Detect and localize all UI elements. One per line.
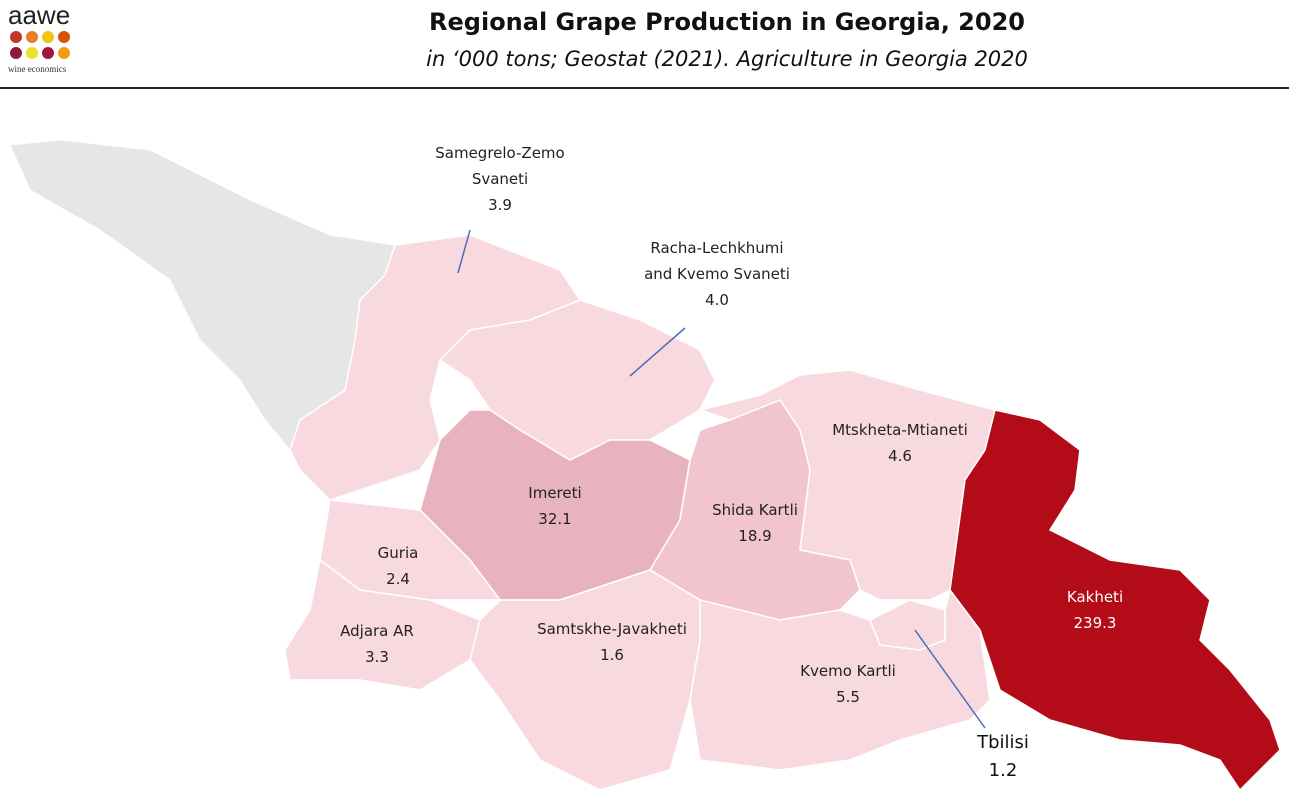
region-name: Tbilisi — [976, 732, 1029, 753]
value-label: 1.2 — [989, 760, 1018, 781]
region-name: Kakheti — [1067, 588, 1123, 606]
chart-title: Regional Grape Production in Georgia, 20… — [429, 8, 1025, 36]
logo-dot — [42, 47, 54, 59]
logo: aawe wine economics — [8, 0, 70, 74]
value-label: 32.1 — [538, 510, 571, 528]
logo-tagline: wine economics — [8, 64, 67, 74]
value-label: 5.5 — [836, 688, 860, 706]
leader-line — [629, 327, 686, 377]
logo-dot — [26, 47, 38, 59]
logo-dot — [42, 31, 54, 43]
logo-dot — [10, 31, 22, 43]
labels: Samegrelo-Zemo Svaneti 3.9 Racha-Lechkhumi a… — [340, 144, 1123, 781]
region-name: Shida Kartli — [712, 501, 798, 519]
value-label: 1.6 — [600, 646, 624, 664]
region-name: Samegrelo-Zemo Svaneti — [435, 144, 564, 188]
region — [869, 599, 946, 651]
region-name: Kvemo Kartli — [800, 662, 896, 680]
value-label: 4.0 — [705, 291, 729, 309]
region — [284, 558, 481, 691]
logo-dot — [58, 47, 70, 59]
logo-dot — [10, 47, 22, 59]
leader-line — [457, 229, 471, 274]
chart-subtitle: in ‘000 tons; Geostat (2021). Agricultur… — [426, 47, 1028, 71]
logo-name: aawe — [8, 0, 70, 30]
regions — [284, 234, 1281, 792]
region-name: Imereti — [528, 484, 581, 502]
logo-dot — [58, 31, 70, 43]
value-label: 2.4 — [386, 570, 410, 588]
value-label: 239.3 — [1074, 614, 1117, 632]
region-name: Adjara AR — [340, 622, 414, 640]
leader-line — [914, 629, 986, 729]
region-name: Mtskheta-Mtianeti — [832, 421, 968, 439]
region — [469, 569, 701, 791]
region-name: Samtskhe-Javakheti — [537, 620, 687, 638]
value-label: 18.9 — [738, 527, 771, 545]
logo-dot — [26, 31, 38, 43]
value-label: 4.6 — [888, 447, 912, 465]
value-label: 3.9 — [488, 196, 512, 214]
region-name: Racha-Lechkhumi and Kvemo Svaneti — [644, 239, 790, 283]
value-label: 3.3 — [365, 648, 389, 666]
region — [949, 409, 1281, 792]
region-name: Guria — [378, 544, 419, 562]
